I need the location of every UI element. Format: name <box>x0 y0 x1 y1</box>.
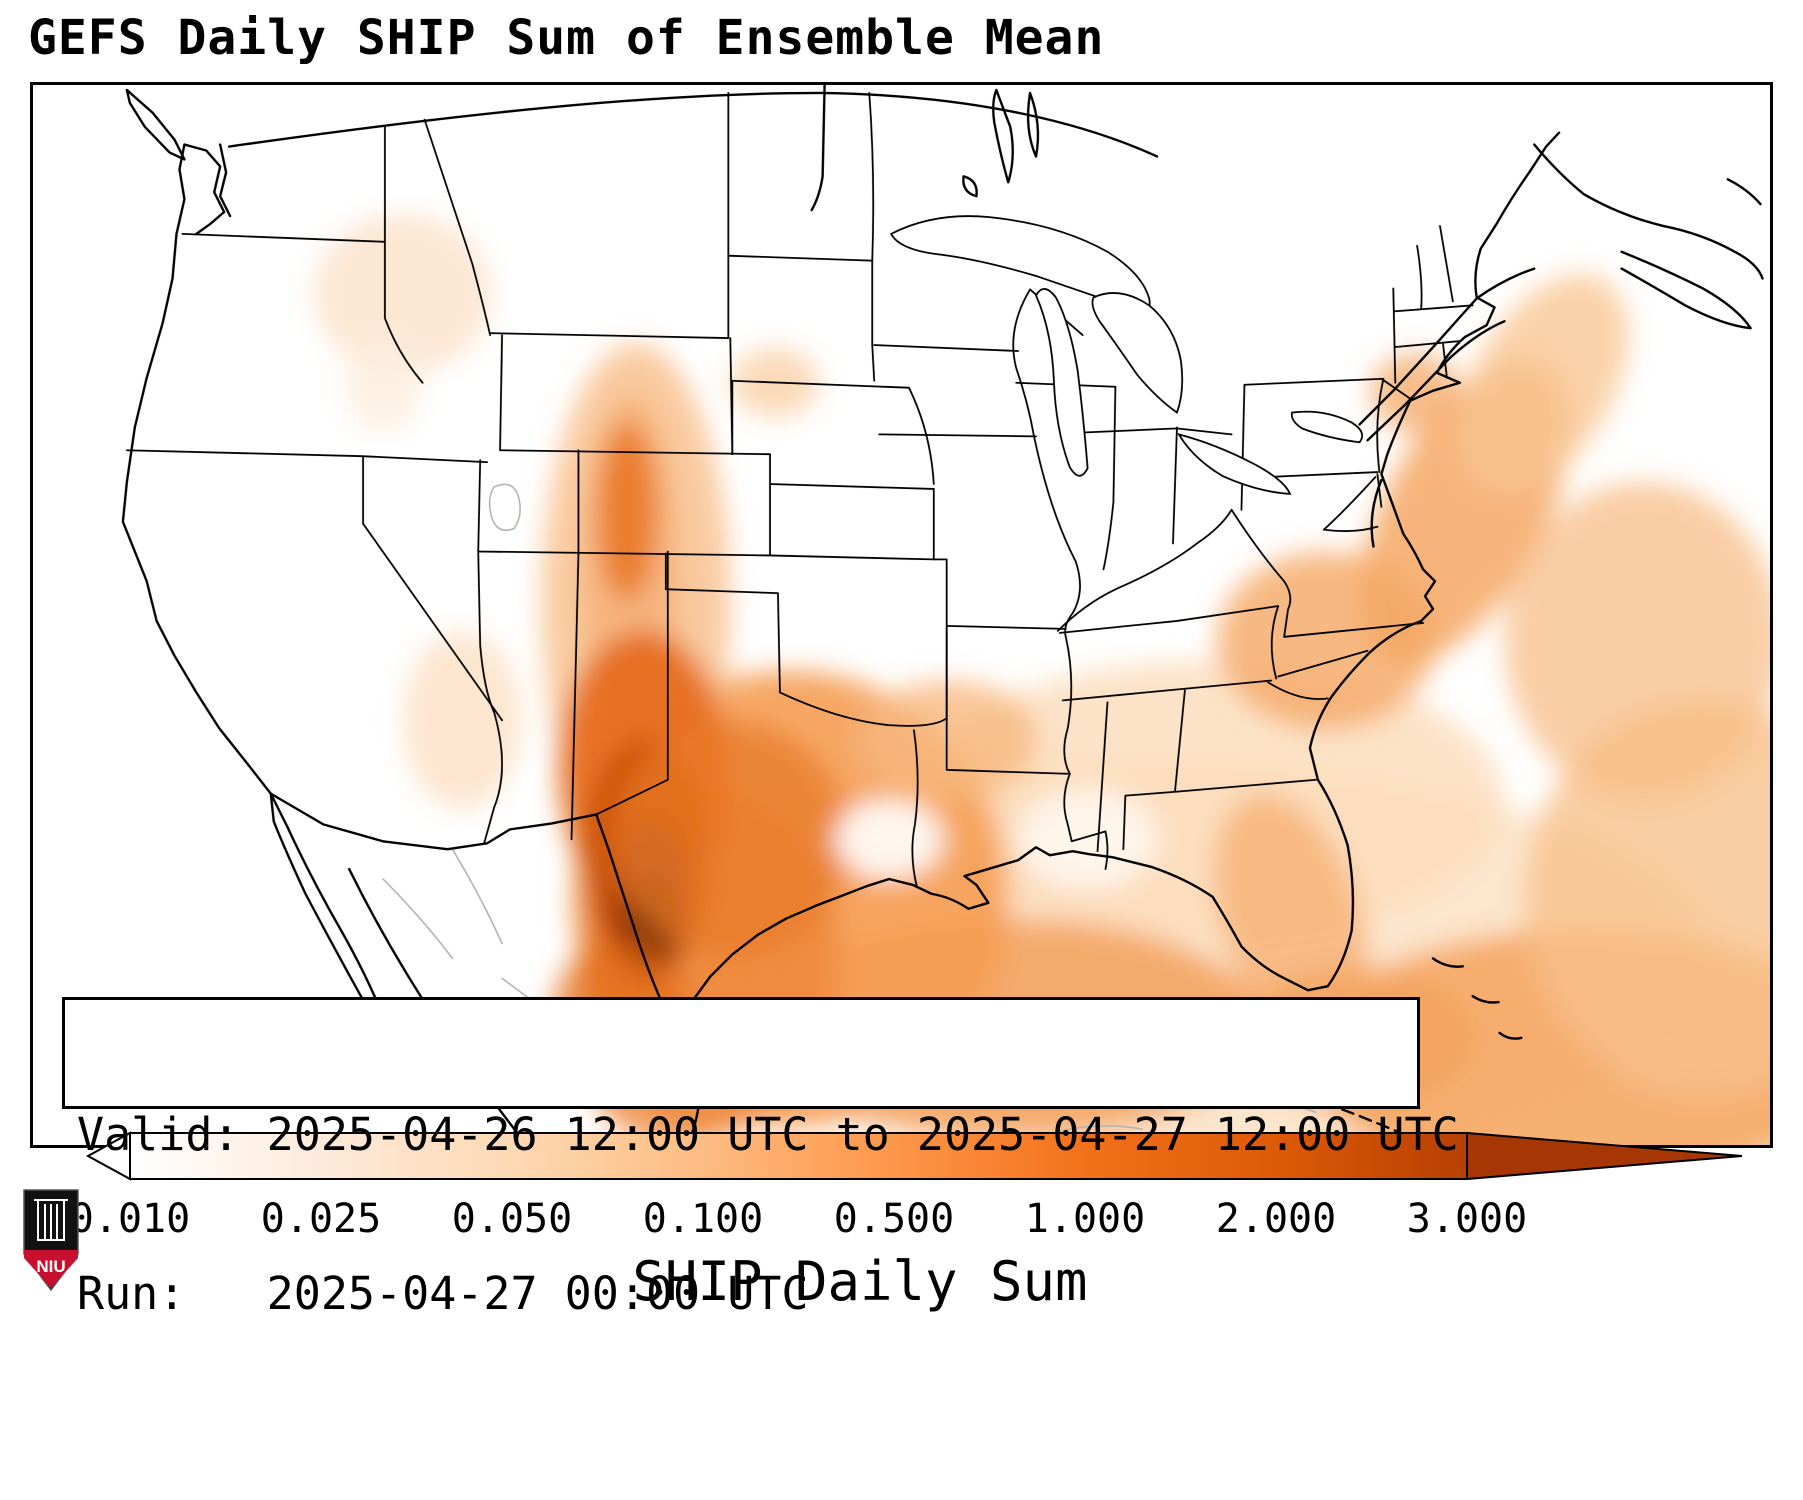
maritimes-coast <box>1533 143 1764 280</box>
great-lakes <box>889 215 1364 495</box>
lake-ontario <box>1290 410 1364 444</box>
colorbar-over-arrow <box>1466 1131 1743 1181</box>
canada-border <box>227 91 1159 158</box>
puget-sound <box>218 143 232 218</box>
colorbar-tick-5: 1.000 <box>1024 1196 1146 1242</box>
colorbar <box>30 1130 1773 1182</box>
colorbar-tick-2: 0.050 <box>451 1196 573 1242</box>
valid-time-text: Valid: 2025-04-26 12:00 UTC to 2025-04-2… <box>77 1108 1459 1162</box>
st-lawrence-river <box>1358 297 1478 442</box>
us-map <box>121 85 1770 1145</box>
page-title: GEFS Daily SHIP Sum of Ensemble Mean <box>28 10 1105 66</box>
mexico-border <box>269 792 598 851</box>
colorbar-tick-0: 0.010 <box>69 1196 191 1242</box>
map-frame <box>30 82 1773 1148</box>
vancouver-island <box>125 88 186 161</box>
colorbar-tick-4: 0.500 <box>833 1196 955 1242</box>
colorbar-tick-7: 3.000 <box>1406 1196 1528 1242</box>
colorbar-tick-1: 0.025 <box>260 1196 382 1242</box>
niu-logo: NIU <box>22 1188 80 1292</box>
colorbar-label: SHIP Daily Sum <box>632 1250 1088 1313</box>
pacific-coast <box>121 143 272 795</box>
nova-scotia <box>1620 250 1752 330</box>
niu-castle-icon <box>34 1199 68 1241</box>
niu-red-banner <box>24 1250 78 1288</box>
bahamas <box>1431 957 1523 1040</box>
lake-michigan <box>1034 288 1089 477</box>
colorbar-tick-6: 2.000 <box>1215 1196 1337 1242</box>
colorbar-gradient-bar <box>129 1132 1468 1180</box>
valid-run-info-box: Valid: 2025-04-26 12:00 UTC to 2025-04-2… <box>62 997 1459 1320</box>
lake-erie <box>1177 432 1292 495</box>
colorbar-tick-3: 0.100 <box>642 1196 764 1242</box>
lake-huron <box>1091 292 1184 414</box>
state-borders <box>125 92 1474 888</box>
atlantic-coast <box>1308 131 1561 781</box>
run-time-text: Run: 2025-04-27 00:00 UTC <box>77 1267 809 1321</box>
niu-logo-text: NIU <box>36 1257 65 1276</box>
